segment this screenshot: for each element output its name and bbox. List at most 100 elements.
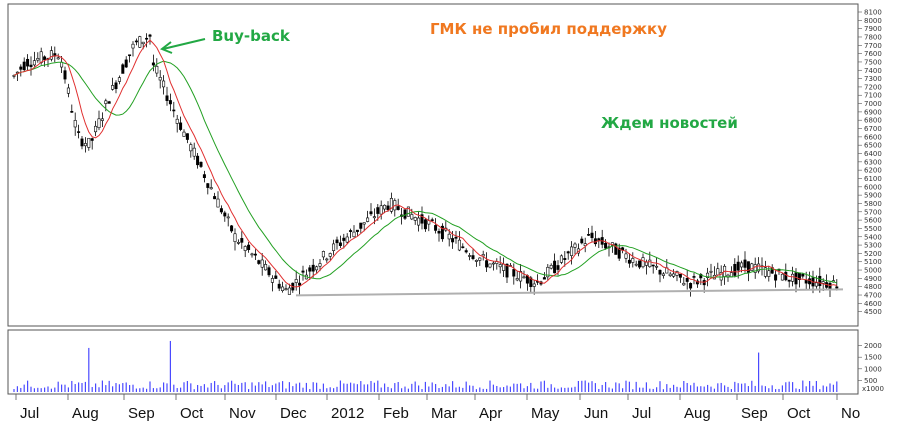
volume-bar xyxy=(720,382,722,392)
volume-bar xyxy=(659,381,661,392)
volume-bar xyxy=(50,388,52,392)
candle-body xyxy=(97,118,101,129)
candle-body xyxy=(685,277,689,282)
candle-body xyxy=(695,280,699,285)
volume-bar xyxy=(574,386,576,392)
candle-body xyxy=(763,267,767,277)
volume-bar xyxy=(329,387,331,392)
candle-body xyxy=(784,271,788,281)
volume-bar xyxy=(479,387,481,392)
volume-bar xyxy=(295,383,297,392)
volume-bar xyxy=(452,381,454,392)
candle-body xyxy=(678,273,682,278)
volume-bar xyxy=(64,384,66,392)
volume-bar xyxy=(496,385,498,392)
volume-bar xyxy=(387,386,389,392)
volume-bar xyxy=(543,380,545,392)
candle-body xyxy=(243,246,247,251)
volume-bar xyxy=(91,387,93,392)
volume-bar xyxy=(326,388,328,392)
candle-body xyxy=(814,282,818,287)
candle-body xyxy=(328,253,332,257)
candle-body xyxy=(532,283,536,287)
volume-bar xyxy=(254,385,256,392)
volume-bar xyxy=(166,383,168,392)
volume-bar xyxy=(146,388,148,392)
price-axis-tick-label: 5200 xyxy=(864,250,882,258)
month-label: Jun xyxy=(584,405,608,422)
month-label: May xyxy=(531,405,560,422)
volume-bar xyxy=(520,383,522,392)
volume-bar xyxy=(33,388,35,392)
volume-bar xyxy=(676,386,678,392)
candle-body xyxy=(767,270,771,277)
volume-bar xyxy=(384,383,386,392)
candle-body xyxy=(627,259,631,264)
volume-bar xyxy=(210,382,212,392)
candle-body xyxy=(247,244,251,251)
volume-bar xyxy=(268,387,270,392)
candle-body xyxy=(223,212,227,217)
price-axis-tick-label: 7000 xyxy=(864,100,882,108)
volume-bar xyxy=(115,383,117,392)
candle-body xyxy=(250,253,254,256)
candle-body xyxy=(505,263,509,278)
price-panel-frame xyxy=(7,3,859,327)
candle-body xyxy=(345,236,349,243)
price-axis-tick-label: 7800 xyxy=(864,33,882,41)
volume-bar xyxy=(628,381,630,392)
volume-bar xyxy=(550,384,552,392)
volume-bar xyxy=(666,384,668,392)
candle-body xyxy=(155,66,159,74)
volume-bar xyxy=(795,388,797,392)
candle-body xyxy=(29,64,33,68)
candle-body xyxy=(189,144,193,152)
candle-body xyxy=(369,211,373,215)
price-axis-tick-label: 5700 xyxy=(864,208,882,216)
candle-body xyxy=(498,264,502,268)
volume-bar xyxy=(625,380,627,392)
volume-bar xyxy=(176,388,178,392)
month-label: No xyxy=(841,405,860,422)
candle-body xyxy=(226,216,230,219)
candle-body xyxy=(49,50,53,60)
volume-bar xyxy=(30,386,32,392)
volume-bar xyxy=(163,382,165,392)
volume-bar xyxy=(608,387,610,392)
volume-bar xyxy=(788,381,790,392)
volume-bar xyxy=(37,387,39,392)
volume-bar xyxy=(142,387,144,392)
candle-body xyxy=(753,264,757,273)
candle-body xyxy=(128,54,132,57)
candle-body xyxy=(366,217,370,222)
volume-bar xyxy=(231,380,233,392)
candle-body xyxy=(614,243,618,255)
price-axis-tick-label: 4500 xyxy=(864,308,882,316)
candle-body xyxy=(733,264,737,276)
volume-bar xyxy=(768,388,770,392)
candle-body xyxy=(410,214,414,220)
candle-body xyxy=(308,267,312,272)
volume-bar xyxy=(618,383,620,392)
month-label: Sep xyxy=(741,405,768,422)
volume-bar xyxy=(377,380,379,392)
candle-body xyxy=(56,57,60,60)
volume-bar xyxy=(730,389,732,392)
volume-bar xyxy=(305,382,307,392)
volume-bar xyxy=(798,389,800,392)
candle-body xyxy=(15,71,19,74)
volume-bar xyxy=(472,385,474,392)
candle-body xyxy=(641,257,645,268)
price-axis-tick-label: 6400 xyxy=(864,150,882,158)
volume-bar xyxy=(713,388,715,392)
volume-bar xyxy=(465,381,467,392)
candle-body xyxy=(165,95,169,101)
candle-body xyxy=(590,232,594,239)
candle-body xyxy=(757,263,761,272)
volume-bar xyxy=(455,387,457,392)
volume-bar xyxy=(95,383,97,392)
volume-bar xyxy=(88,347,90,392)
volume-bar xyxy=(411,383,413,392)
volume-bar xyxy=(598,388,600,392)
volume-bar xyxy=(581,380,583,392)
